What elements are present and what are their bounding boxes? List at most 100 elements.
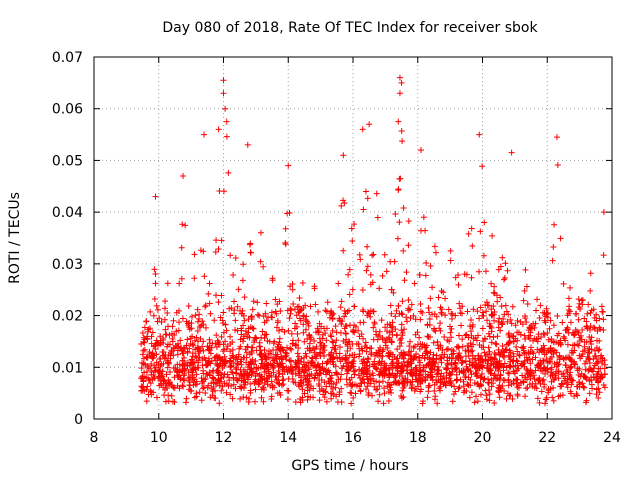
data-point [364,243,371,250]
data-point [376,383,383,390]
data-point [341,313,348,320]
data-point [600,209,607,216]
data-point [463,331,470,338]
data-point [411,280,418,287]
data-point [517,331,524,338]
data-point [427,368,434,375]
data-point [531,324,538,331]
data-point [364,355,371,362]
data-point [519,344,526,351]
data-point [152,280,159,287]
data-point [401,277,408,284]
data-point [506,392,513,399]
data-point [396,310,403,317]
data-point [579,296,586,303]
data-point [377,362,384,369]
data-point [416,357,423,364]
data-point [338,321,345,328]
data-point [227,363,234,370]
data-point [200,384,207,391]
data-point [475,352,482,359]
data-point [171,374,178,381]
data-point [398,335,405,342]
data-point [469,323,476,330]
data-point [528,344,535,351]
data-point [477,391,484,398]
data-point [491,283,498,290]
data-point [365,389,372,396]
data-point [455,344,462,351]
data-point [304,345,311,352]
data-point [575,296,582,303]
data-point [446,372,453,379]
data-point [314,329,321,336]
data-point [504,267,511,274]
data-point [218,237,225,244]
data-point [335,280,342,287]
data-point [349,358,356,365]
data-point [149,329,156,336]
data-point [170,384,177,391]
data-point [434,342,441,349]
data-point [323,308,330,315]
data-point [220,77,227,84]
data-point [548,369,555,376]
data-point [299,279,306,286]
data-point [396,219,403,226]
data-point [386,371,393,378]
data-point [405,297,412,304]
data-point [292,320,299,327]
y-axis-label: ROTI / TECUs [7,192,23,284]
data-point [148,361,155,368]
data-point [406,338,413,345]
data-point [549,257,556,264]
data-point [160,349,167,356]
data-point [247,366,254,373]
data-point [194,345,201,352]
data-point [154,339,161,346]
data-point [559,392,566,399]
data-point [446,338,453,345]
data-point [289,286,296,293]
data-point [582,399,589,406]
data-point [240,312,247,319]
data-point [300,312,307,319]
data-point [512,322,519,329]
data-point [403,269,410,276]
data-point [487,323,494,330]
data-point [382,324,389,331]
data-point [579,380,586,387]
data-point [363,344,370,351]
data-point [202,303,209,310]
data-point [505,369,512,376]
data-point [168,330,175,337]
data-point [548,336,555,343]
data-point [163,371,170,378]
data-point [401,326,408,333]
data-point [355,341,362,348]
data-point [183,318,190,325]
data-point [160,384,167,391]
data-point [598,352,605,359]
data-point [207,350,214,357]
data-point [577,306,584,313]
data-point [402,375,409,382]
data-point [283,352,290,359]
data-point [342,339,349,346]
data-point [450,391,457,398]
data-point [202,389,209,396]
data-point [244,343,251,350]
data-point [411,353,418,360]
data-point [206,280,213,287]
data-point [180,172,187,179]
data-point [158,380,165,387]
data-point [157,370,164,377]
data-point [457,353,464,360]
data-point [473,369,480,376]
data-point [227,340,234,347]
data-point [448,355,455,362]
data-point [571,393,578,400]
data-point [269,275,276,282]
data-point [148,353,155,360]
data-point [150,354,157,361]
